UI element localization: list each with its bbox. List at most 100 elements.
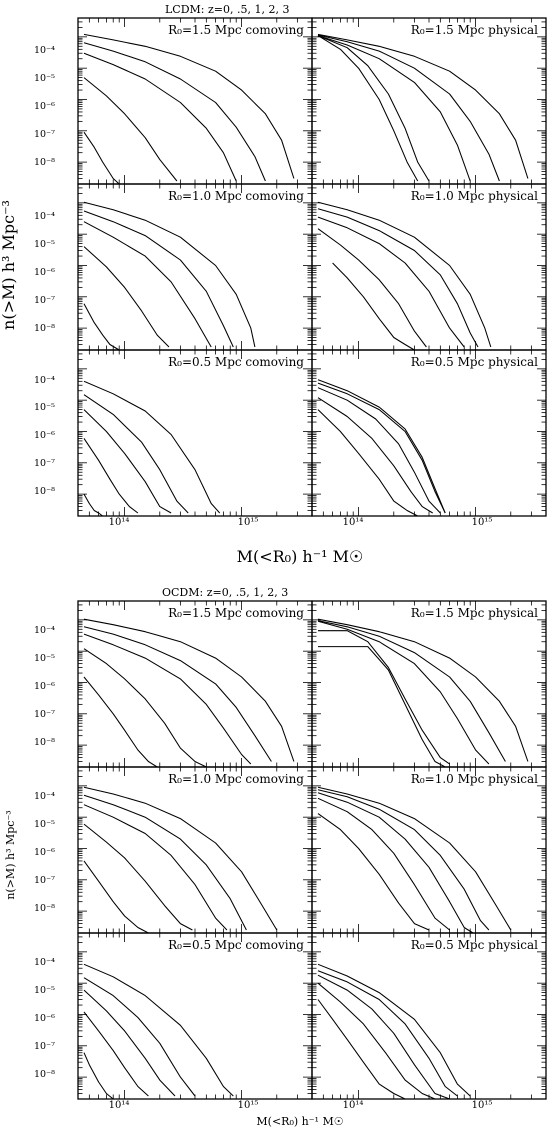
series-line [83, 409, 172, 514]
chart-panel: R₀=1.0 Mpc comoving [77, 766, 313, 934]
series-line [317, 789, 490, 931]
series-line [83, 786, 278, 931]
series-line [317, 201, 492, 348]
series-line [317, 35, 430, 182]
ytick-label: 10⁻⁸ [34, 903, 55, 914]
chart-panel: R₀=1.0 Mpc comoving [77, 183, 313, 351]
series-line [317, 33, 529, 179]
panel-frame [311, 600, 547, 768]
series-line [83, 823, 193, 931]
xtick-label: 10¹⁴ [343, 517, 364, 528]
x-axis-title-lcdm: M(<R₀) h⁻¹ M☉ [237, 547, 364, 566]
series-line [317, 813, 430, 931]
ytick-label: 10⁻⁴ [34, 45, 55, 56]
panel-label: R₀=1.0 Mpc physical [411, 189, 538, 203]
axis-ticks [311, 600, 547, 768]
series-line [83, 977, 196, 1097]
axis-ticks [311, 17, 547, 185]
panel-frame [311, 183, 547, 351]
series-line [317, 620, 506, 762]
series-line [83, 648, 207, 768]
series-line [317, 797, 450, 931]
panel-label: R₀=1.5 Mpc comoving [168, 23, 304, 37]
chart-panel: R₀=1.5 Mpc physical [311, 600, 547, 768]
ytick-label: 10⁻⁶ [34, 101, 55, 112]
series-line [83, 633, 252, 765]
ytick-label: 10⁻⁶ [34, 430, 55, 441]
panel-label: R₀=1.0 Mpc comoving [168, 189, 304, 203]
ytick-labels-ocdm-row0: 10⁻⁴ 10⁻⁵ 10⁻⁶ 10⁻⁷ 10⁻⁸ [34, 625, 55, 748]
panel-frame [77, 932, 313, 1100]
series-line [83, 52, 237, 182]
series-line [317, 999, 406, 1100]
ytick-label: 10⁻⁵ [34, 239, 55, 250]
series-line [83, 33, 295, 179]
panel-label: R₀=1.0 Mpc physical [411, 772, 538, 786]
xtick-label: 10¹⁴ [109, 517, 130, 528]
series-line [317, 382, 446, 514]
chart-panel: R₀=1.0 Mpc physical [311, 183, 547, 351]
xtick-label: 10¹⁵ [238, 1100, 259, 1111]
chart-panel: R₀=1.5 Mpc comoving [77, 600, 313, 768]
ytick-labels-ocdm-row2: 10⁻⁴ 10⁻⁵ 10⁻⁶ 10⁻⁷ 10⁻⁸ [34, 957, 55, 1080]
series-line [83, 860, 149, 934]
ytick-label: 10⁻⁸ [34, 1069, 55, 1080]
series-line [83, 676, 158, 768]
axis-ticks [311, 349, 547, 517]
xtick-labels-ocdm: 10¹⁴ 10¹⁵ 10¹⁴ 10¹⁵ [109, 1100, 493, 1111]
chart-panel: R₀=1.5 Mpc comoving [77, 17, 313, 185]
series-line [317, 618, 529, 762]
series-line [317, 35, 419, 182]
ytick-label: 10⁻⁸ [34, 323, 55, 334]
chart-panel: R₀=1.5 Mpc physical [311, 17, 547, 185]
series-line [318, 646, 446, 768]
series-line [317, 620, 490, 765]
series-line [83, 201, 256, 348]
ytick-label: 10⁻⁵ [34, 985, 55, 996]
ytick-label: 10⁻⁷ [34, 709, 55, 720]
series-line [317, 397, 433, 514]
ytick-label: 10⁻⁵ [34, 819, 55, 830]
panel-label: R₀=0.5 Mpc physical [411, 938, 538, 952]
xtick-labels-lcdm: 10¹⁴ 10¹⁵ 10¹⁴ 10¹⁵ [109, 517, 493, 528]
series-line [317, 970, 458, 1097]
series-line [83, 963, 234, 1097]
series-line [83, 380, 221, 514]
series-line [83, 493, 104, 517]
axis-ticks [77, 183, 313, 351]
series-line [318, 630, 450, 765]
xtick-label: 10¹⁵ [472, 1100, 493, 1111]
series-line [83, 131, 120, 185]
ytick-label: 10⁻⁸ [34, 157, 55, 168]
chart-panel: R₀=0.5 Mpc comoving [77, 349, 313, 517]
axis-ticks [77, 349, 313, 517]
x-axis-title-ocdm: M(<R₀) h⁻¹ M☉ [256, 1115, 343, 1128]
series-line [83, 221, 212, 348]
axis-ticks [77, 600, 313, 768]
series-line [83, 210, 234, 348]
axis-ticks [77, 766, 313, 934]
series-line [83, 42, 266, 182]
ytick-label: 10⁻⁶ [34, 847, 55, 858]
ytick-labels-lcdm-row0: 10⁻⁴ 10⁻⁵ 10⁻⁶ 10⁻⁷ 10⁻⁸ [34, 45, 55, 168]
panel-frame [311, 932, 547, 1100]
ytick-label: 10⁻⁴ [34, 625, 55, 636]
ytick-label: 10⁻⁵ [34, 402, 55, 413]
series-line [83, 77, 178, 182]
xtick-label: 10¹⁵ [472, 517, 493, 528]
series-line [317, 228, 427, 348]
panel-label: R₀=0.5 Mpc physical [411, 355, 538, 369]
series-line [83, 618, 295, 762]
ytick-label: 10⁻⁷ [34, 875, 55, 886]
series-line [83, 246, 170, 348]
series-line [317, 982, 436, 1100]
series-line [83, 438, 139, 514]
ytick-labels-lcdm-row1: 10⁻⁴ 10⁻⁵ 10⁻⁶ 10⁻⁷ 10⁻⁸ [34, 211, 55, 334]
ytick-label: 10⁻⁵ [34, 73, 55, 84]
series-line [83, 1011, 149, 1097]
panel-frame [77, 17, 313, 185]
series-line [83, 989, 176, 1097]
panel-label: R₀=1.0 Mpc comoving [168, 772, 304, 786]
series-line [83, 804, 228, 931]
